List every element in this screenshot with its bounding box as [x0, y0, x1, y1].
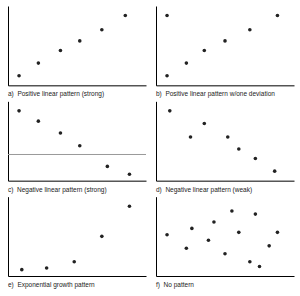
x-axis-line — [157, 85, 295, 86]
point — [185, 61, 189, 65]
point — [226, 135, 230, 139]
subplot: f) No pattern — [156, 197, 295, 289]
x-axis — [9, 181, 147, 182]
y-axis-line — [156, 197, 157, 276]
x-axis-line — [157, 276, 295, 277]
point — [72, 260, 76, 264]
point — [258, 265, 262, 269]
subplot: e) Exponential growth pattern — [8, 197, 147, 289]
x-label: e) Exponential growth pattern — [8, 281, 95, 289]
point — [100, 235, 104, 239]
point — [189, 135, 193, 139]
point — [17, 109, 21, 113]
point — [203, 49, 207, 53]
point — [128, 204, 132, 208]
x-label: c) Negative linear pattern (strong) — [8, 186, 107, 194]
plot-area — [17, 14, 127, 78]
point — [237, 231, 241, 235]
subplot: a) Positive linear pattern (strong) — [8, 7, 147, 99]
plot-area — [165, 209, 279, 268]
y-axis — [156, 197, 157, 276]
point — [165, 74, 169, 78]
point — [106, 165, 110, 169]
subplot: b) Positive linear pattern w/one deviati… — [156, 7, 295, 99]
point — [78, 39, 82, 43]
x-axis-line — [157, 181, 295, 182]
plot-area — [168, 109, 276, 173]
point — [78, 144, 82, 148]
point — [37, 119, 41, 123]
point — [276, 14, 280, 18]
y-axis-line — [8, 102, 9, 181]
subplot: d) Negative linear pattern (weak) — [156, 102, 295, 194]
point — [124, 14, 128, 18]
y-axis — [8, 102, 9, 181]
point — [267, 244, 271, 248]
x-axis-line — [9, 85, 147, 86]
x-label: f) No pattern — [156, 281, 194, 289]
point — [17, 74, 21, 78]
plot-area — [8, 109, 146, 176]
y-axis — [8, 197, 9, 276]
x-axis — [157, 85, 295, 86]
plot-area — [165, 14, 279, 78]
point — [237, 147, 241, 151]
point — [20, 268, 24, 272]
point — [165, 233, 169, 237]
point — [128, 173, 132, 177]
y-axis — [156, 7, 157, 86]
point — [203, 122, 207, 126]
x-axis — [157, 181, 295, 182]
subplot: c) Negative linear pattern (strong) — [8, 102, 147, 194]
y-axis-line — [8, 7, 9, 86]
point — [230, 209, 234, 213]
point — [223, 39, 227, 43]
point — [37, 61, 41, 65]
point — [212, 220, 216, 224]
y-axis — [8, 7, 9, 86]
x-axis-line — [9, 276, 147, 277]
point — [254, 212, 258, 216]
plot-area — [20, 204, 131, 271]
point — [165, 14, 169, 18]
x-label: d) Negative linear pattern (weak) — [156, 186, 252, 194]
y-axis — [156, 102, 157, 181]
point — [59, 49, 63, 53]
point — [248, 260, 252, 264]
point — [254, 157, 258, 161]
point — [223, 252, 227, 256]
y-axis-line — [8, 197, 9, 276]
point — [207, 239, 211, 243]
point — [190, 227, 194, 231]
point — [168, 109, 172, 113]
x-axis — [9, 85, 147, 86]
point — [100, 28, 104, 32]
x-axis-line — [9, 181, 147, 182]
y-axis-line — [156, 102, 157, 181]
point — [248, 28, 252, 32]
y-axis-line — [156, 7, 157, 86]
point — [185, 246, 189, 250]
x-axis — [157, 276, 295, 277]
point — [45, 266, 49, 270]
x-label: b) Positive linear pattern w/one deviati… — [156, 90, 275, 98]
x-label: a) Positive linear pattern (strong) — [8, 90, 104, 98]
reference-line — [8, 154, 146, 155]
point — [273, 169, 277, 173]
point — [59, 131, 63, 135]
figure: a) Positive linear pattern (strong) b) Po… — [0, 0, 300, 296]
point — [276, 231, 280, 235]
x-axis — [9, 276, 147, 277]
